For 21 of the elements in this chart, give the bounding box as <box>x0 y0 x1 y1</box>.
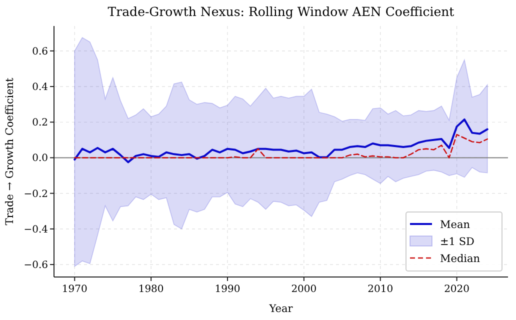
x-tick-label: 2020 <box>444 284 470 295</box>
x-tick-label: 1970 <box>62 284 88 295</box>
chart-title: Trade-Growth Nexus: Rolling Window AEN Coefficient <box>108 4 454 19</box>
x-tick-label: 2010 <box>368 284 394 295</box>
x-tick-label: 1990 <box>214 284 240 295</box>
line-series <box>74 134 488 158</box>
y-tick-label: 0.4 <box>32 82 48 94</box>
y-tick-label: −0.4 <box>24 224 48 236</box>
x-axis-title: Year <box>268 303 294 315</box>
annotation: ±1 SD <box>440 236 474 248</box>
y-tick-label: −0.6 <box>24 260 48 272</box>
x-tick-label: 2000 <box>291 284 317 295</box>
line-series <box>74 118 488 164</box>
y-tick-label: 0.0 <box>32 153 48 164</box>
y-tick-label: 0.6 <box>32 46 48 58</box>
legend-label: Mean <box>440 219 470 231</box>
y-tick-label: −0.2 <box>24 188 48 200</box>
legend-label: Median <box>440 253 480 265</box>
y-axis-title: Trade → Growth Coefficient <box>4 76 16 226</box>
x-tick-label: 1980 <box>138 284 164 295</box>
y-tick-label: 0.2 <box>32 118 48 129</box>
